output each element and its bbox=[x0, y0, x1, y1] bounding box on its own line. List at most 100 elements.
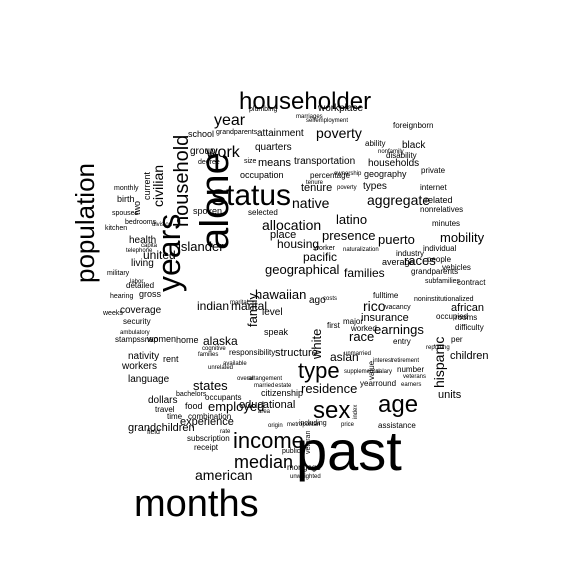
word-per: per bbox=[451, 335, 463, 344]
word-ownership: ownership bbox=[334, 171, 362, 177]
word-ago: ago bbox=[309, 295, 326, 306]
word-tenure: tenure bbox=[301, 182, 332, 194]
word-selfemployment: selfemployment bbox=[306, 118, 348, 124]
word-housing: housing bbox=[277, 237, 319, 251]
word-rooms: rooms bbox=[455, 313, 477, 322]
word-current: current bbox=[142, 171, 152, 200]
word-type: type bbox=[298, 358, 340, 383]
word-school: school bbox=[188, 129, 214, 139]
word-pacific: pacific bbox=[303, 250, 337, 264]
word-capita: capita bbox=[141, 243, 158, 249]
word-hawaiian: hawaiian bbox=[255, 287, 306, 302]
word-division: division bbox=[152, 222, 172, 228]
word-major: major bbox=[343, 317, 363, 326]
word-contract: contract bbox=[457, 278, 486, 287]
word-first: first bbox=[327, 321, 341, 330]
word-spouses: spouses bbox=[112, 210, 139, 217]
word-occupation: occupation bbox=[240, 170, 284, 180]
word-children: children bbox=[450, 350, 489, 362]
word-population: population bbox=[70, 163, 100, 283]
word-native: native bbox=[292, 195, 330, 211]
word-gross: gross bbox=[139, 289, 162, 299]
word-time: time bbox=[167, 412, 183, 421]
word-households: households bbox=[368, 158, 419, 169]
word-home: home bbox=[176, 335, 199, 345]
word-ability: ability bbox=[365, 139, 385, 148]
word-two: two bbox=[132, 201, 142, 215]
word-geography: geography bbox=[364, 169, 407, 179]
word-stampssnap: stampssnap bbox=[115, 335, 159, 344]
word-difficulty: difficulty bbox=[455, 323, 484, 332]
word-ambulatory: ambulatory bbox=[120, 330, 150, 336]
word-level: level bbox=[262, 307, 283, 318]
word-size: size bbox=[244, 158, 257, 165]
word-place: place bbox=[270, 229, 296, 241]
word-value: value bbox=[367, 360, 376, 380]
word-industry: industry bbox=[396, 249, 424, 258]
word-indian: indian bbox=[197, 299, 229, 313]
word-language: language bbox=[128, 374, 170, 385]
word-work: work bbox=[205, 144, 241, 161]
word-bedrooms: bedrooms bbox=[125, 219, 157, 226]
word-asian: asian bbox=[330, 350, 359, 364]
word-area: area bbox=[258, 409, 271, 415]
word-poverty: poverty bbox=[316, 125, 362, 141]
word-black: black bbox=[402, 140, 426, 151]
word-plumbing: plumbing bbox=[249, 106, 278, 113]
word-married: married bbox=[254, 383, 274, 389]
word-nativity: nativity bbox=[128, 351, 159, 362]
word-kitchen: kitchen bbox=[105, 225, 127, 232]
word-american: american bbox=[195, 467, 253, 483]
word-workplace: workplace bbox=[317, 103, 363, 114]
word-marriages: marriages bbox=[296, 114, 323, 120]
word-minutes: minutes bbox=[432, 219, 460, 228]
word-grandchildren: grandchildren bbox=[128, 422, 195, 434]
word-rent: rent bbox=[163, 354, 179, 364]
word-private: private bbox=[421, 166, 446, 175]
word-families: families bbox=[198, 352, 218, 358]
word-types: types bbox=[363, 181, 387, 192]
word-grandparents: grandparents bbox=[216, 129, 258, 136]
word-degree: degree bbox=[198, 159, 220, 166]
word-residence: residence bbox=[301, 381, 357, 396]
word-alaska: alaska bbox=[203, 334, 238, 348]
word-bachelors: bachelors bbox=[176, 391, 207, 398]
word-hispanic: hispanic bbox=[431, 337, 447, 388]
word-origin: origin bbox=[268, 423, 283, 429]
word-worked: worked bbox=[350, 324, 377, 333]
word-spoken: spoken bbox=[193, 206, 222, 216]
word-birth: birth bbox=[117, 194, 135, 204]
word-age: age bbox=[378, 391, 418, 418]
word-weeks: weeks bbox=[102, 310, 123, 317]
word-combination: combination bbox=[188, 412, 231, 421]
word-field: field bbox=[147, 429, 160, 436]
word-transportation: transportation bbox=[294, 156, 355, 167]
word-alone: alone bbox=[193, 152, 237, 250]
word-labor: labor bbox=[130, 279, 143, 285]
word-metropolitan: metropolitan bbox=[287, 422, 320, 428]
word-entry: entry bbox=[393, 337, 411, 346]
word-monthly: monthly bbox=[114, 185, 139, 192]
word-marital: marital bbox=[231, 299, 267, 313]
word-retirement: retirement bbox=[392, 358, 419, 364]
word-islander: islander bbox=[178, 239, 224, 254]
word-units: units bbox=[438, 389, 462, 401]
word-median: median bbox=[234, 452, 293, 472]
word-sex: sex bbox=[313, 397, 350, 424]
word-puerto: puerto bbox=[378, 232, 415, 247]
word-poverty: poverty bbox=[337, 185, 357, 191]
word-means: means bbox=[258, 157, 292, 169]
word-unweighted: unweighted bbox=[290, 474, 321, 480]
word-white: white bbox=[309, 329, 324, 360]
word-citizenship: citizenship bbox=[261, 388, 303, 398]
word-hearing: hearing bbox=[110, 293, 133, 300]
word-women: women bbox=[146, 334, 176, 344]
word-income: income bbox=[233, 428, 304, 453]
word-grandparents: grandparents bbox=[411, 267, 458, 276]
word-rico: rico bbox=[363, 298, 386, 314]
word-earners: earners bbox=[401, 382, 421, 388]
word-workers: workers bbox=[121, 361, 157, 372]
word-speak: speak bbox=[264, 327, 289, 337]
